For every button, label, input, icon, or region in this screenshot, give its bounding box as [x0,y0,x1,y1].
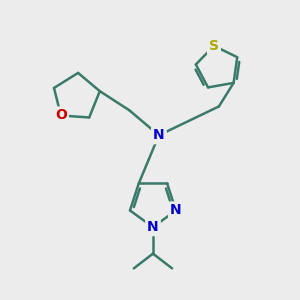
Text: N: N [153,128,165,142]
Text: N: N [147,220,159,234]
Text: O: O [55,109,67,122]
Text: S: S [209,39,219,53]
Text: N: N [170,203,182,218]
